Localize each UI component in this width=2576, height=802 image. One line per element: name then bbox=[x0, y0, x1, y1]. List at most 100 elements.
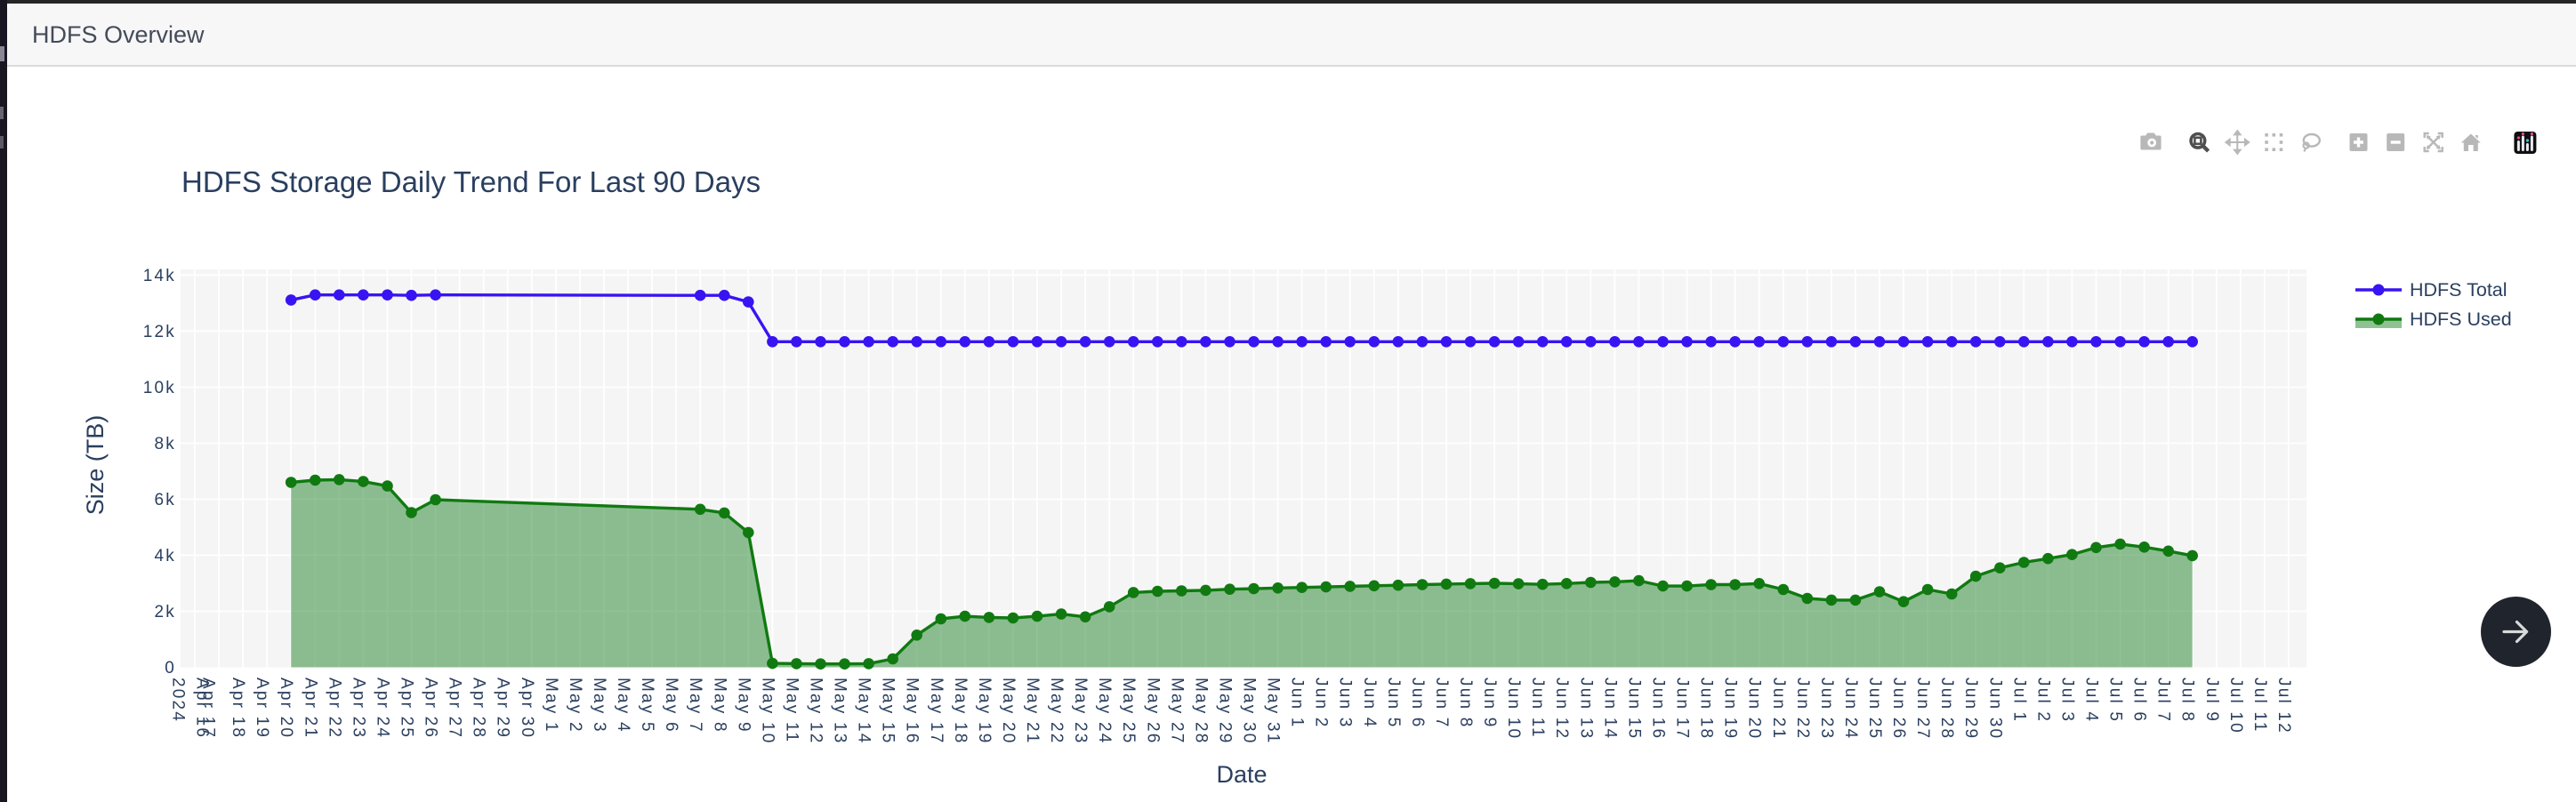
svg-text:Apr 26: Apr 26 bbox=[422, 678, 440, 739]
svg-text:Jun 6: Jun 6 bbox=[1408, 678, 1427, 728]
svg-text:Jun 22: Jun 22 bbox=[1793, 678, 1812, 740]
svg-text:Jun 15: Jun 15 bbox=[1624, 678, 1643, 740]
svg-text:Jun 2: Jun 2 bbox=[1312, 678, 1331, 728]
svg-text:2k: 2k bbox=[155, 603, 176, 622]
svg-text:May 23: May 23 bbox=[1071, 678, 1090, 745]
svg-text:Apr 17: Apr 17 bbox=[199, 678, 218, 739]
svg-text:Apr 18: Apr 18 bbox=[229, 678, 247, 739]
svg-text:Jul 5: Jul 5 bbox=[2106, 678, 2125, 723]
svg-text:Jun 14: Jun 14 bbox=[1600, 678, 1619, 740]
svg-text:May 26: May 26 bbox=[1143, 678, 1162, 745]
svg-text:Jun 25: Jun 25 bbox=[1865, 678, 1884, 740]
svg-text:May 20: May 20 bbox=[999, 678, 1018, 745]
svg-text:May 25: May 25 bbox=[1119, 678, 1138, 745]
svg-text:Jun 19: Jun 19 bbox=[1721, 678, 1740, 740]
svg-text:Jun 10: Jun 10 bbox=[1504, 678, 1523, 740]
svg-text:Date: Date bbox=[1216, 761, 1267, 788]
svg-text:Apr 20: Apr 20 bbox=[277, 678, 295, 739]
svg-text:Jun 5: Jun 5 bbox=[1384, 678, 1403, 728]
svg-text:May 24: May 24 bbox=[1095, 678, 1114, 745]
svg-text:12k: 12k bbox=[143, 323, 176, 341]
svg-text:Size (TB): Size (TB) bbox=[82, 415, 109, 516]
svg-text:Jul 2: Jul 2 bbox=[2033, 678, 2052, 723]
svg-text:Jun 28: Jun 28 bbox=[1937, 678, 1956, 740]
svg-text:May 6: May 6 bbox=[662, 678, 680, 734]
svg-text:Jun 3: Jun 3 bbox=[1336, 678, 1355, 728]
svg-text:Jul 3: Jul 3 bbox=[2057, 678, 2076, 723]
svg-text:Jul 1: Jul 1 bbox=[2009, 678, 2028, 723]
svg-text:2024: 2024 bbox=[169, 678, 188, 723]
svg-text:Jul 8: Jul 8 bbox=[2178, 678, 2197, 723]
svg-text:May 30: May 30 bbox=[1240, 678, 1259, 745]
svg-text:May 16: May 16 bbox=[903, 678, 922, 745]
svg-text:May 17: May 17 bbox=[927, 678, 946, 745]
svg-text:May 4: May 4 bbox=[614, 678, 632, 734]
svg-text:Jun 12: Jun 12 bbox=[1552, 678, 1571, 740]
svg-text:Jun 1: Jun 1 bbox=[1288, 678, 1307, 728]
svg-text:8k: 8k bbox=[155, 435, 176, 453]
svg-text:14k: 14k bbox=[143, 267, 176, 285]
svg-text:0: 0 bbox=[165, 659, 176, 678]
svg-text:Jun 11: Jun 11 bbox=[1528, 678, 1547, 739]
svg-text:Apr 21: Apr 21 bbox=[301, 678, 319, 739]
svg-text:May 13: May 13 bbox=[831, 678, 849, 745]
svg-text:May 12: May 12 bbox=[807, 678, 825, 745]
svg-text:Jul 10: Jul 10 bbox=[2226, 678, 2245, 734]
svg-text:10k: 10k bbox=[143, 379, 176, 397]
svg-text:May 28: May 28 bbox=[1191, 678, 1210, 745]
svg-text:Jun 20: Jun 20 bbox=[1745, 678, 1764, 740]
svg-text:Apr 29: Apr 29 bbox=[494, 678, 512, 739]
svg-text:May 14: May 14 bbox=[855, 678, 873, 745]
svg-text:Apr 16: Apr 16 bbox=[193, 678, 212, 739]
svg-text:May 11: May 11 bbox=[782, 678, 801, 743]
svg-text:Jun 4: Jun 4 bbox=[1360, 678, 1379, 728]
svg-text:May 5: May 5 bbox=[638, 678, 656, 734]
svg-text:Jul 12: Jul 12 bbox=[2274, 678, 2293, 734]
svg-text:Jul 9: Jul 9 bbox=[2202, 678, 2221, 723]
svg-text:HDFS Storage Daily Trend For L: HDFS Storage Daily Trend For Last 90 Day… bbox=[181, 165, 761, 198]
svg-text:May 21: May 21 bbox=[1023, 678, 1042, 745]
svg-text:Jul 7: Jul 7 bbox=[2154, 678, 2173, 723]
svg-text:Jun 13: Jun 13 bbox=[1576, 678, 1595, 740]
svg-text:Apr 28: Apr 28 bbox=[470, 678, 488, 739]
svg-text:Jun 18: Jun 18 bbox=[1697, 678, 1716, 740]
svg-text:Jun 24: Jun 24 bbox=[1841, 678, 1860, 740]
svg-text:May 7: May 7 bbox=[686, 678, 704, 734]
svg-text:Jul 6: Jul 6 bbox=[2130, 678, 2149, 723]
svg-text:Apr 30: Apr 30 bbox=[518, 678, 536, 739]
svg-text:May 19: May 19 bbox=[975, 678, 994, 745]
svg-text:May 15: May 15 bbox=[879, 678, 898, 745]
svg-text:Jun 7: Jun 7 bbox=[1432, 678, 1451, 728]
svg-text:HDFS Total: HDFS Total bbox=[2410, 279, 2508, 301]
svg-text:May 29: May 29 bbox=[1216, 678, 1235, 745]
svg-text:Apr 23: Apr 23 bbox=[349, 678, 367, 739]
svg-text:Jul 11: Jul 11 bbox=[2250, 678, 2269, 734]
svg-text:Jun 26: Jun 26 bbox=[1889, 678, 1908, 740]
svg-text:May 2: May 2 bbox=[566, 678, 584, 734]
svg-text:Apr 25: Apr 25 bbox=[398, 678, 416, 739]
svg-text:Jun 30: Jun 30 bbox=[1985, 678, 2004, 740]
svg-text:Jun 17: Jun 17 bbox=[1673, 678, 1692, 740]
svg-text:May 1: May 1 bbox=[542, 678, 560, 734]
svg-text:May 18: May 18 bbox=[951, 678, 970, 745]
svg-text:Jun 29: Jun 29 bbox=[1961, 678, 1980, 740]
svg-text:May 3: May 3 bbox=[590, 678, 608, 734]
svg-text:Jun 16: Jun 16 bbox=[1649, 678, 1668, 740]
svg-text:Apr 19: Apr 19 bbox=[253, 678, 271, 739]
svg-text:HDFS Used: HDFS Used bbox=[2410, 309, 2512, 330]
svg-text:May 8: May 8 bbox=[710, 678, 729, 734]
svg-text:May 27: May 27 bbox=[1167, 678, 1186, 745]
svg-text:Jun 8: Jun 8 bbox=[1456, 678, 1475, 728]
svg-text:Apr 22: Apr 22 bbox=[325, 678, 343, 739]
svg-text:May 10: May 10 bbox=[758, 678, 777, 745]
svg-text:May 31: May 31 bbox=[1264, 678, 1283, 745]
svg-text:Apr 27: Apr 27 bbox=[446, 678, 464, 739]
svg-text:Jun 23: Jun 23 bbox=[1817, 678, 1836, 740]
svg-text:Jun 9: Jun 9 bbox=[1480, 678, 1499, 728]
svg-text:May 9: May 9 bbox=[734, 678, 753, 734]
svg-text:Jun 27: Jun 27 bbox=[1913, 678, 1932, 740]
svg-text:Jun 21: Jun 21 bbox=[1769, 678, 1788, 740]
svg-text:4k: 4k bbox=[155, 547, 176, 565]
svg-text:May 22: May 22 bbox=[1047, 678, 1066, 745]
svg-text:6k: 6k bbox=[155, 491, 176, 509]
